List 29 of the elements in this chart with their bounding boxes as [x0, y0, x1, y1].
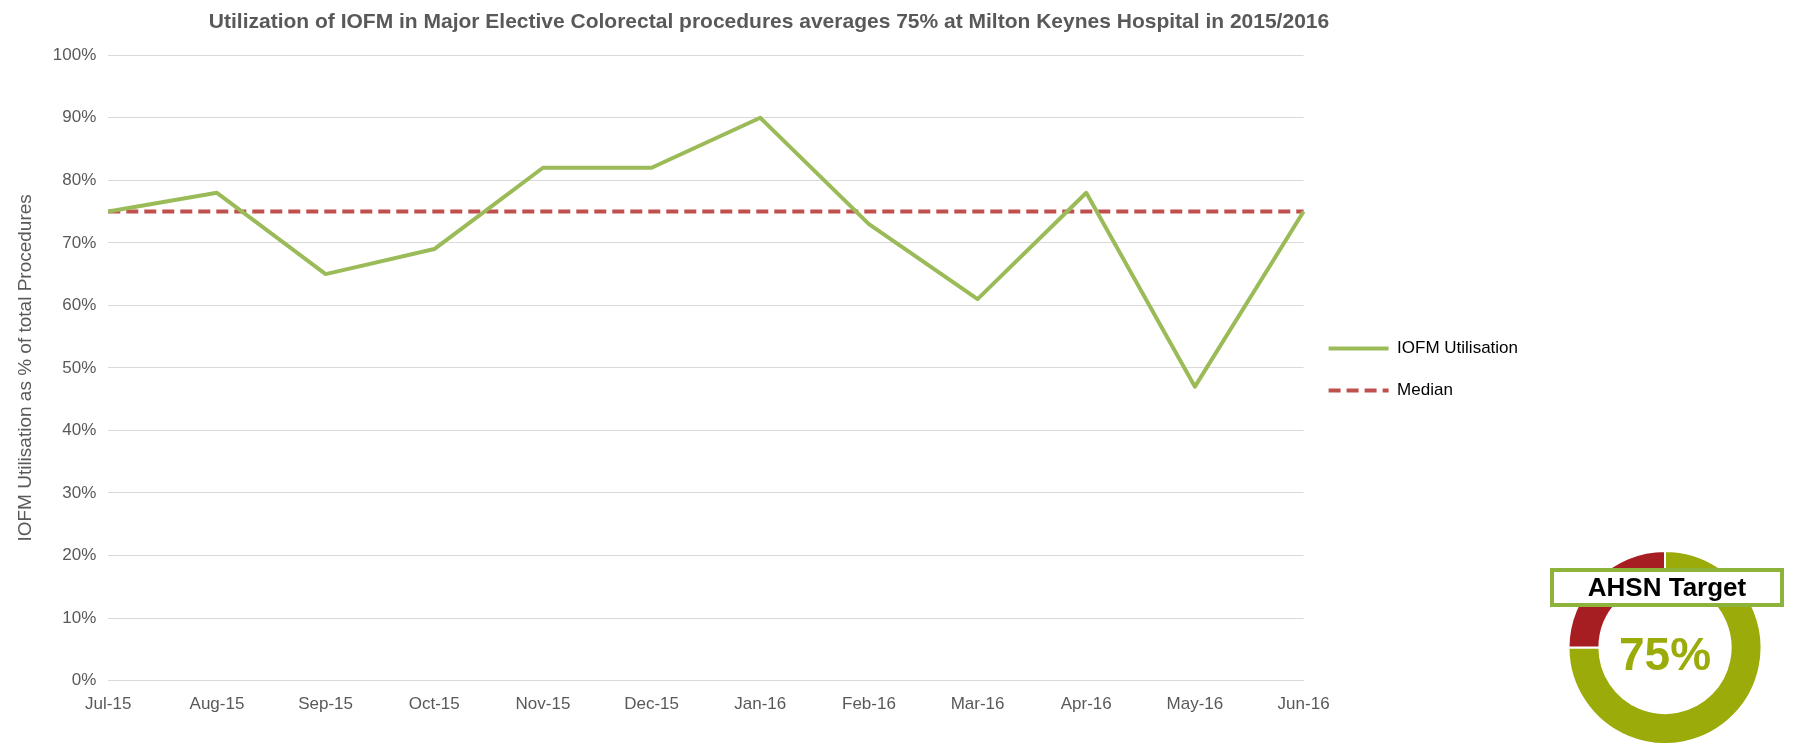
y-tick-label: 20% [62, 545, 97, 565]
y-tick-label: 80% [62, 169, 97, 189]
y-tick-label: 60% [62, 295, 97, 315]
data-label: 75% [1618, 628, 1712, 681]
legend-label: IOFM Utilisation [1397, 338, 1519, 358]
x-tick-label: Jan-16 [734, 694, 787, 714]
legend-label: Median [1397, 380, 1453, 400]
y-tick-label: 70% [62, 232, 97, 252]
x-tick-label: Sep-15 [298, 694, 354, 714]
x-tick-label: Dec-15 [624, 694, 680, 714]
x-tick-label: Apr-16 [1060, 694, 1112, 714]
y-axis-title: IOFM Utilisation as % of total Procedures [13, 194, 35, 542]
x-tick-label: Aug-15 [189, 694, 245, 714]
y-tick-label: 0% [71, 670, 97, 690]
x-tick-label: May-16 [1166, 694, 1224, 714]
x-tick-label: Mar-16 [950, 694, 1005, 714]
text: AHSN Target [1550, 568, 1784, 607]
y-tick-label: 50% [62, 357, 97, 377]
x-tick-label: Feb-16 [841, 694, 896, 714]
x-tick-label: Jul-15 [85, 694, 132, 714]
chart-title: Utilization of IOFM in Major Elective Colorectal procedures averages 75% at Milton Keynes Hospital in 2015/2016 [208, 9, 1330, 33]
y-tick-label: 90% [62, 107, 97, 127]
y-tick-label: 30% [62, 482, 97, 502]
y-tick-label: 40% [62, 420, 97, 440]
x-tick-label: Jun-16 [1277, 694, 1330, 714]
x-tick-label: Nov-15 [515, 694, 571, 714]
y-tick-label: 100% [52, 44, 97, 64]
x-tick-label: Oct-15 [408, 694, 460, 714]
y-tick-label: 10% [62, 607, 97, 627]
